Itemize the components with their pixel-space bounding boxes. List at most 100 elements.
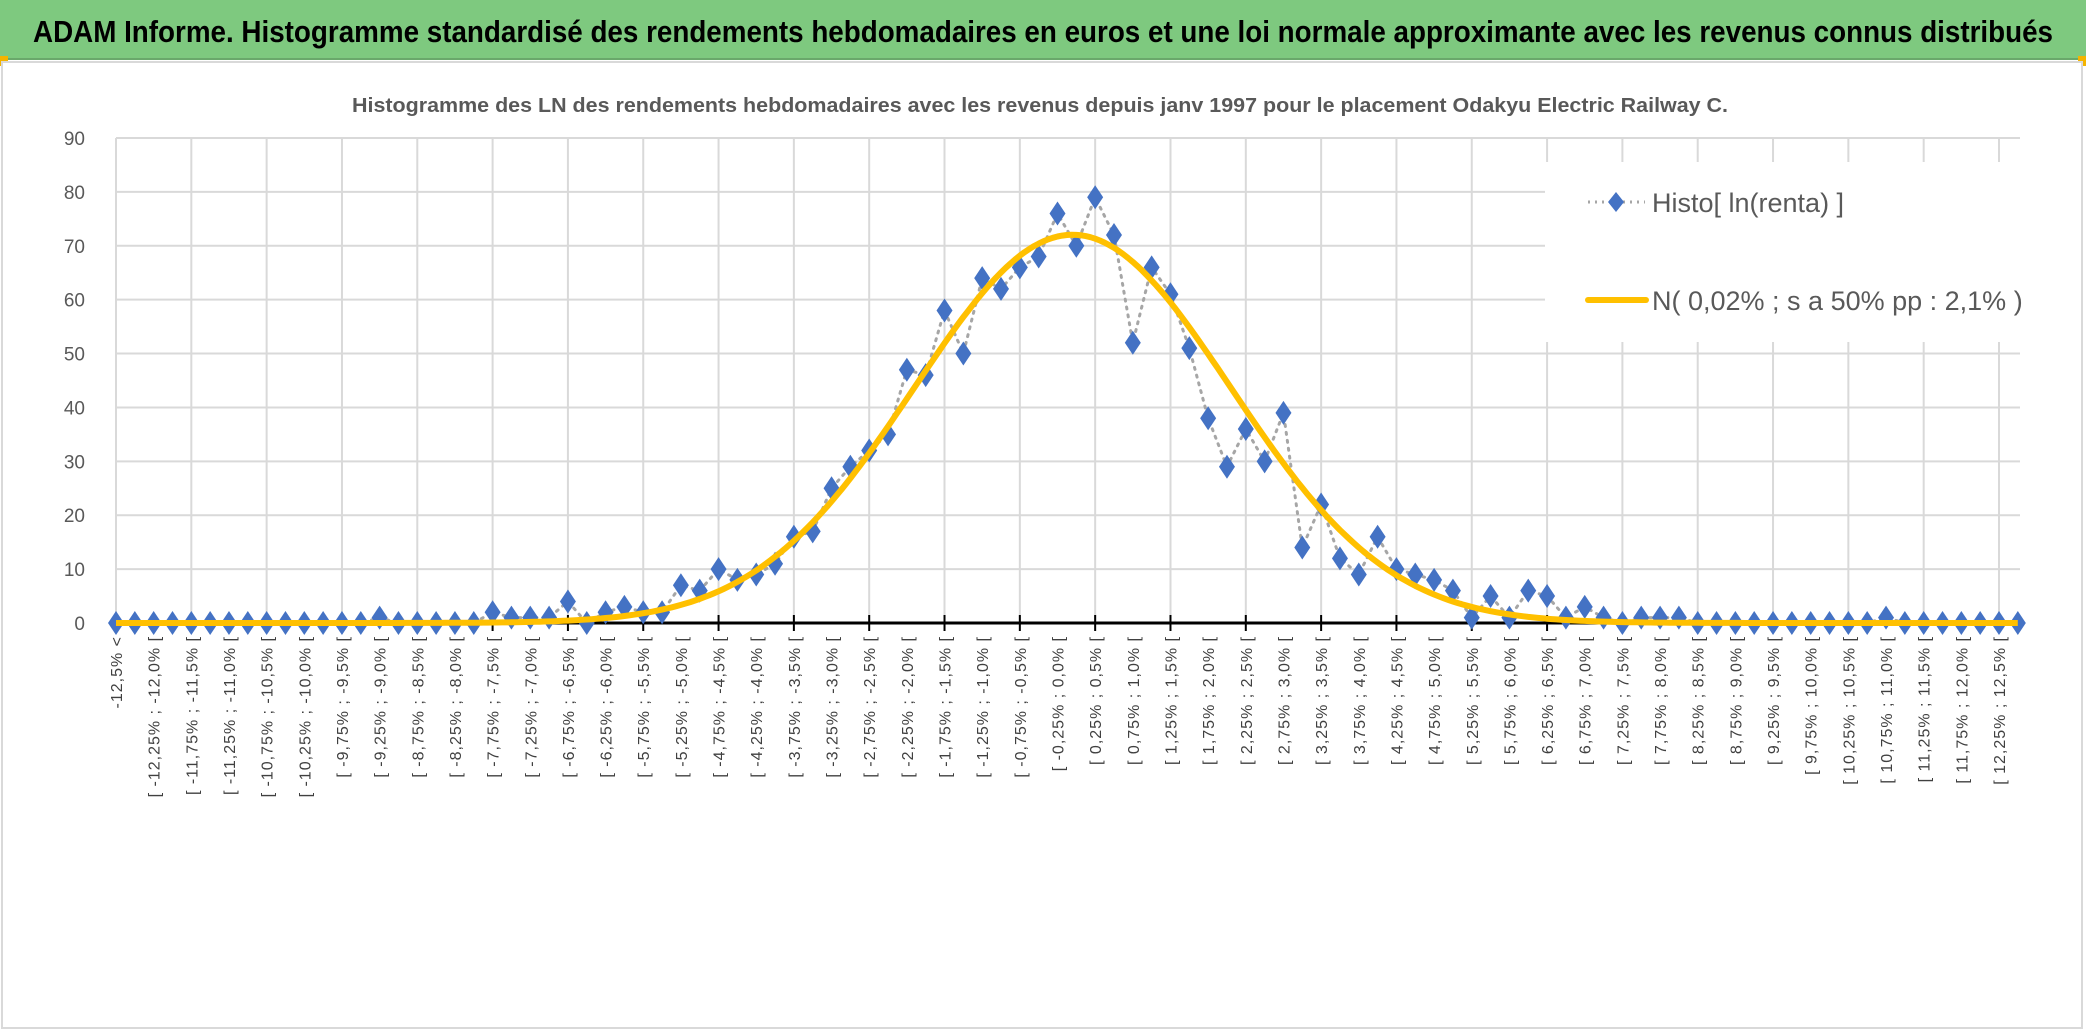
histo-point bbox=[1256, 449, 1273, 474]
x-tick-label: [ -0,25% ; 0,0% [ bbox=[1051, 636, 1068, 771]
x-tick-label: [ -7,25% ; -7,0% [ bbox=[523, 636, 540, 778]
x-tick-label: [ -4,75% ; -4,5% [ bbox=[712, 636, 729, 778]
normal-curve bbox=[116, 231, 2018, 626]
x-tick-label: [ -5,25% ; -5,0% [ bbox=[674, 636, 691, 778]
x-tick-label: [ 6,25% ; 6,5% [ bbox=[1540, 636, 1557, 765]
y-tick-label: 10 bbox=[64, 560, 85, 581]
x-tick-label: [ 1,25% ; 1,5% [ bbox=[1163, 636, 1180, 765]
x-tick-label: [ -8,25% ; -8,0% [ bbox=[448, 636, 465, 778]
x-tick-label: -12,5% < bbox=[109, 636, 126, 708]
x-tick-label: [ -1,25% ; -1,0% [ bbox=[975, 636, 992, 778]
x-tick-label: [ 3,25% ; 3,5% [ bbox=[1314, 636, 1331, 765]
x-tick-label: [ 5,75% ; 6,0% [ bbox=[1502, 636, 1519, 765]
histo-point bbox=[1087, 185, 1104, 210]
y-tick-label: 20 bbox=[64, 506, 85, 527]
legend-normal-label: N( 0,02% ; s a 50% pp : 2,1% ) bbox=[1652, 286, 2023, 316]
histo-point bbox=[1331, 546, 1348, 571]
x-tick-label: [ 7,75% ; 8,0% [ bbox=[1653, 636, 1670, 765]
x-tick-label: [ 10,25% ; 10,5% [ bbox=[1841, 636, 1858, 785]
x-tick-label: [ 2,25% ; 2,5% [ bbox=[1239, 636, 1256, 765]
histo-point bbox=[1350, 562, 1367, 587]
x-tick-label: [ -3,75% ; -3,5% [ bbox=[787, 636, 804, 778]
histo-point bbox=[955, 341, 972, 366]
y-axis-labels: 0 10 20 30 40 50 60 70 80 90 bbox=[64, 129, 85, 635]
x-tick-label: [ 6,75% ; 7,0% [ bbox=[1578, 636, 1595, 765]
report-banner bbox=[0, 0, 2086, 60]
x-tick-label: [ 0,75% ; 1,0% [ bbox=[1126, 636, 1143, 765]
x-tick-label: [ -6,25% ; -6,0% [ bbox=[599, 636, 616, 778]
y-tick-label: 50 bbox=[64, 345, 85, 366]
histo-point bbox=[1181, 336, 1198, 361]
y-tick-label: 60 bbox=[64, 291, 85, 312]
x-tick-label: [ 4,75% ; 5,0% [ bbox=[1427, 636, 1444, 765]
x-tick-label: [ -4,25% ; -4,0% [ bbox=[749, 636, 766, 778]
x-tick-label: [ -9,25% ; -9,0% [ bbox=[373, 636, 390, 778]
x-tick-label: [ -1,75% ; -1,5% [ bbox=[938, 636, 955, 778]
x-tick-label: [ 0,25% ; 0,5% [ bbox=[1088, 636, 1105, 765]
histo-point bbox=[1105, 223, 1122, 247]
plot-series bbox=[108, 185, 2026, 635]
histo-point bbox=[936, 298, 953, 323]
y-tick-label: 90 bbox=[64, 129, 85, 150]
x-tick-label: [ 11,75% ; 12,0% [ bbox=[1954, 636, 1971, 784]
x-tick-label: [ -5,75% ; -5,5% [ bbox=[636, 636, 653, 778]
legend-histo-label: Histo[ ln(renta) ] bbox=[1652, 188, 1844, 218]
x-tick-label: [ -11,25% ; -11,0% [ bbox=[222, 636, 239, 795]
histo-point bbox=[1200, 406, 1217, 431]
histo-point bbox=[672, 573, 689, 598]
y-tick-label: 80 bbox=[64, 183, 85, 204]
histo-point bbox=[1444, 578, 1461, 603]
x-tick-label: [ 12,25% ; 12,5% [ bbox=[1992, 636, 2009, 785]
histo-point bbox=[1576, 594, 1593, 619]
histo-point bbox=[1482, 584, 1499, 609]
histo-point bbox=[1463, 605, 1480, 630]
x-tick-label: [ 2,75% ; 3,0% [ bbox=[1276, 636, 1293, 765]
histo-point bbox=[1539, 584, 1556, 609]
histo-point bbox=[1369, 524, 1386, 549]
histo-point bbox=[2009, 611, 2026, 635]
x-tick-label: [ 11,25% ; 11,5% [ bbox=[1917, 636, 1934, 782]
x-tick-label: [ -8,75% ; -8,5% [ bbox=[410, 636, 427, 778]
x-tick-label: [ 10,75% ; 11,0% [ bbox=[1879, 636, 1896, 784]
histo-point bbox=[1030, 244, 1047, 269]
histo-point bbox=[993, 276, 1010, 301]
x-tick-label: [ -6,75% ; -6,5% [ bbox=[561, 636, 578, 778]
x-tick-label: [ 4,25% ; 4,5% [ bbox=[1389, 636, 1406, 765]
x-tick-label: [ 3,75% ; 4,0% [ bbox=[1352, 636, 1369, 765]
histo-point bbox=[484, 600, 501, 625]
histo-point bbox=[898, 357, 915, 382]
legend: Histo[ ln(renta) ] N( 0,02% ; s a 50% pp… bbox=[1545, 162, 2023, 342]
gridlines bbox=[115, 137, 2020, 631]
histo-point bbox=[1049, 201, 1066, 226]
x-tick-label: [ -0,75% ; -0,5% [ bbox=[1013, 636, 1030, 778]
y-tick-label: 30 bbox=[64, 452, 85, 473]
histo-point bbox=[1426, 567, 1443, 592]
histo-point bbox=[1294, 535, 1311, 560]
x-tick-label: [ 8,75% ; 9,0% [ bbox=[1728, 636, 1745, 765]
x-tick-label: [ -11,75% ; -11,5% [ bbox=[184, 636, 201, 795]
y-tick-label: 40 bbox=[64, 398, 85, 419]
legend-histo-marker-icon bbox=[1608, 192, 1624, 212]
x-tick-label: [ -3,25% ; -3,0% [ bbox=[825, 636, 842, 778]
x-tick-label: [ -10,25% ; -10,0% [ bbox=[297, 636, 314, 797]
report-title: ADAM Informe. Histogramme standardisé de… bbox=[33, 14, 2053, 49]
histo-point bbox=[1218, 454, 1235, 479]
x-axis-labels: -12,5% < [ -12,25% ; -12,0% [ [ -11,75% ; … bbox=[109, 636, 2009, 797]
x-tick-label: [ -12,25% ; -12,0% [ bbox=[147, 636, 164, 797]
histo-point bbox=[710, 557, 727, 582]
histo-point bbox=[559, 589, 576, 614]
histo-point bbox=[1275, 400, 1292, 425]
histo-point bbox=[1124, 330, 1141, 355]
histo-point bbox=[1068, 233, 1085, 258]
x-tick-label: [ -9,75% ; -9,5% [ bbox=[335, 636, 352, 778]
y-tick-label: 0 bbox=[74, 614, 85, 635]
histo-point bbox=[1520, 578, 1537, 603]
x-tick-label: [ -2,25% ; -2,0% [ bbox=[900, 636, 917, 778]
x-tick-label: [ 9,25% ; 9,5% [ bbox=[1766, 636, 1783, 765]
x-tick-label: [ -2,75% ; -2,5% [ bbox=[862, 636, 879, 778]
x-tick-label: [ 7,25% ; 7,5% [ bbox=[1615, 636, 1632, 765]
histo-point bbox=[1237, 417, 1254, 441]
x-tick-label: [ -7,75% ; -7,5% [ bbox=[486, 636, 503, 778]
x-tick-label: [ 8,25% ; 8,5% [ bbox=[1691, 636, 1708, 765]
